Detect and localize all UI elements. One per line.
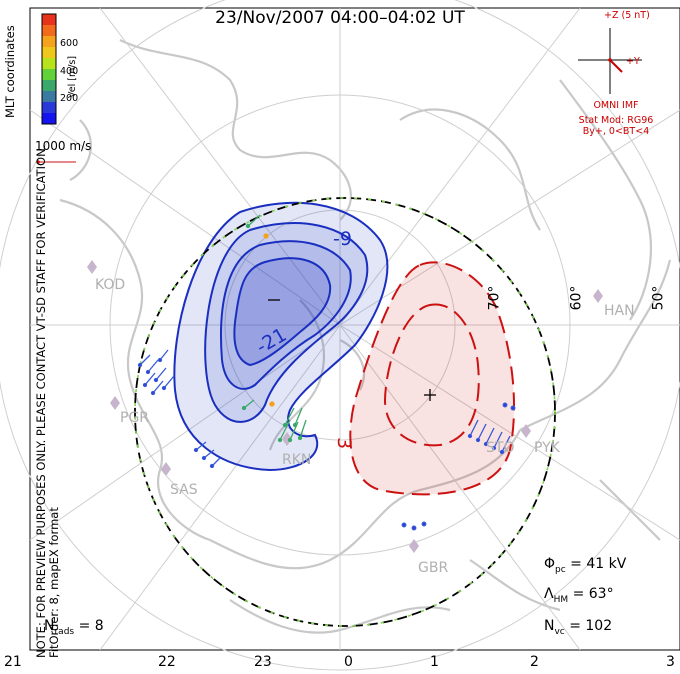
colorbar-swatch: [42, 113, 56, 125]
site-sas: SAS: [170, 482, 198, 498]
site-kod: KOD: [95, 277, 126, 293]
preview-note: NOTE: FOR PREVIEW PURPOSES ONLY. PLEASE …: [34, 38, 61, 658]
site-rkn: RKN: [282, 452, 312, 468]
mlt-tick-0: 0: [344, 654, 353, 670]
lambda-symbol: Λ: [544, 586, 554, 602]
site-pyk: PYK: [534, 440, 560, 456]
colorbar-tick-200: 200: [60, 93, 79, 104]
lat-label-60: 60°: [568, 285, 585, 311]
imf-by-label: +Y: [626, 56, 640, 67]
mlt-tick-3: 3: [666, 654, 675, 670]
colorbar-swatch: [42, 102, 56, 114]
site-markers: [87, 260, 603, 553]
radar-count: Nrads = 8: [44, 618, 104, 637]
imf-source: OMNI IMF: [593, 100, 639, 111]
imf-bz-label: +Z (5 nT): [604, 10, 650, 21]
nvc-value: = 102: [569, 618, 613, 634]
site-gbr: GBR: [418, 560, 449, 576]
negative-contour-9: [204, 222, 369, 423]
reference-vector: [36, 160, 76, 164]
colorbar: [41, 13, 57, 125]
nvc-subscript: vc: [554, 626, 565, 637]
lambda-value: = 63°: [572, 586, 614, 602]
nrads-value: = 8: [78, 618, 104, 634]
mlt-tick-21: 21: [4, 654, 22, 670]
hm-boundary-vectors: [134, 197, 556, 627]
velocity-vectors: [137, 214, 516, 531]
coordinate-system-label: MLT coordinates: [3, 25, 17, 118]
plot-frame: [29, 7, 680, 651]
cell-center-markers: [268, 299, 436, 401]
nrads-symbol: N: [44, 618, 55, 634]
colorbar-swatch: [42, 91, 56, 103]
cross-polar-potential: Φpc = 41 kV: [544, 556, 626, 575]
colorbar-swatch: [42, 80, 56, 92]
positive-contour-9: [383, 303, 480, 447]
imf-info: OMNI IMF Stat Mod: RG96 By+, 0<BT<4: [556, 100, 676, 137]
site-sto: STO: [486, 440, 515, 456]
nvc-symbol: N: [544, 618, 555, 634]
phi-value: = 41 kV: [570, 556, 627, 572]
positive-cell-fill: [349, 261, 515, 496]
colorbar-swatch: [42, 25, 56, 37]
mlt-tick-2: 2: [530, 654, 539, 670]
lat-label-50: 50°: [650, 285, 667, 311]
colorbar-swatch: [42, 14, 56, 26]
imf-condition: By+, 0<BT<4: [582, 126, 650, 137]
colorbar-swatch: [42, 36, 56, 48]
phi-subscript: pc: [555, 564, 566, 575]
mlt-tick-23: 23: [254, 654, 272, 670]
vector-count: Nvc = 102: [544, 618, 612, 637]
colorbar-swatch: [42, 47, 56, 59]
fit-order-line: FitOrder: 8, mapEX format: [47, 507, 61, 658]
contour-label-pos3: 3: [333, 436, 356, 450]
negative-contour-21: [233, 257, 332, 367]
nrads-subscript: rads: [54, 626, 75, 637]
site-han: HAN: [604, 303, 635, 319]
mlt-tick-1: 1: [430, 654, 439, 670]
lat-label-70: 70°: [486, 285, 503, 311]
plot-title: 23/Nov/2007 04:00–04:02 UT: [215, 8, 465, 28]
reference-vector-label: 1000 m/s: [35, 139, 92, 153]
lambda-subscript: HM: [553, 594, 569, 605]
contour-label-neg9: -9: [333, 228, 352, 250]
colorbar-swatch: [42, 58, 56, 70]
site-pgr: PGR: [120, 410, 150, 426]
stat-model: Stat Mod: RG96: [578, 115, 654, 126]
colorbar-swatch: [42, 69, 56, 81]
colorbar-border: [41, 13, 57, 125]
hm-latitude: ΛHM = 63°: [544, 586, 614, 605]
colorbar-tick-600: 600: [60, 38, 79, 49]
colorbar-label: Vel [m/s]: [67, 55, 78, 98]
mlt-tick-22: 22: [158, 654, 176, 670]
imf-dial: [578, 28, 642, 94]
colorbar-tick-400: 400: [60, 66, 79, 77]
phi-symbol: Φ: [544, 556, 556, 572]
negative-contour-15: [219, 240, 352, 390]
